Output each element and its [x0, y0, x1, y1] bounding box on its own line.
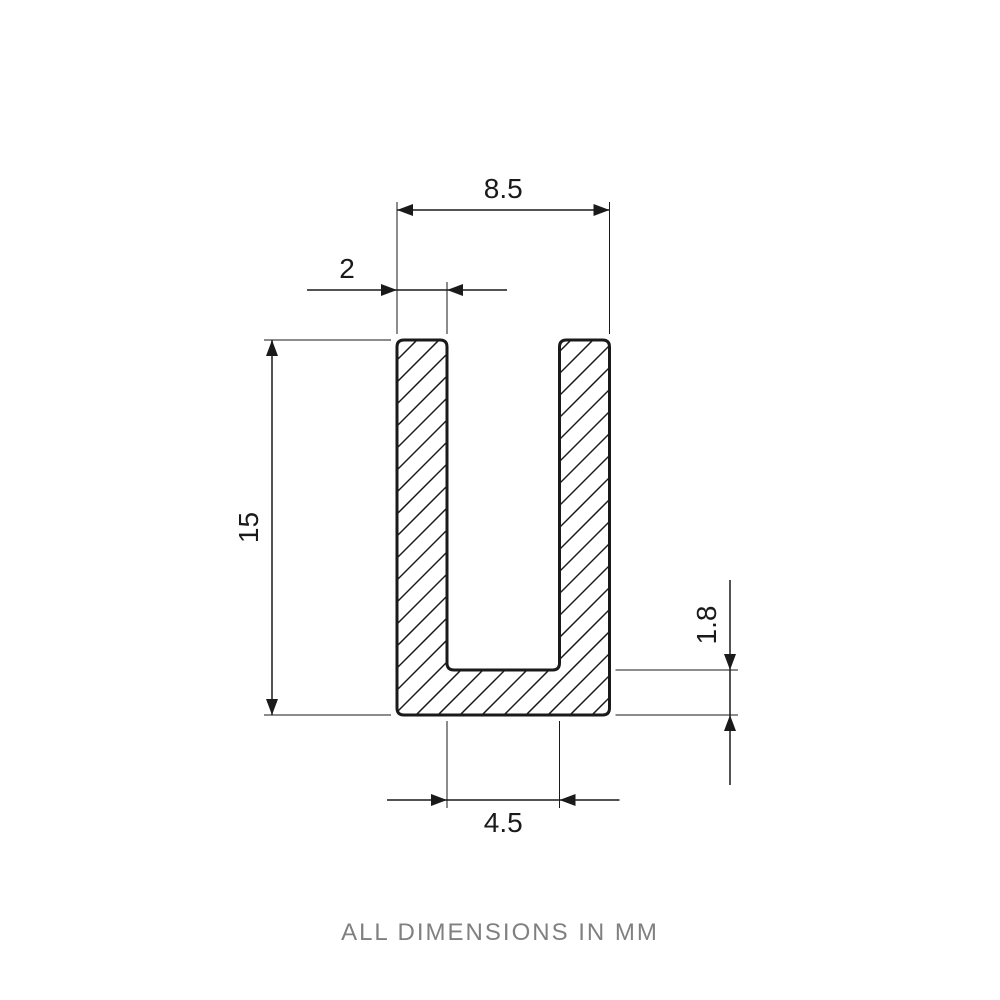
section-hatch	[22, 320, 1000, 735]
dim-wall-label: 2	[339, 253, 355, 284]
footer-note: ALL DIMENSIONS IN MM	[341, 919, 659, 946]
dim-width-label: 8.5	[484, 173, 523, 204]
dim-base-label: 1.8	[691, 606, 722, 645]
dim-height-label: 15	[233, 512, 264, 543]
dim-slot-label: 4.5	[484, 807, 523, 838]
